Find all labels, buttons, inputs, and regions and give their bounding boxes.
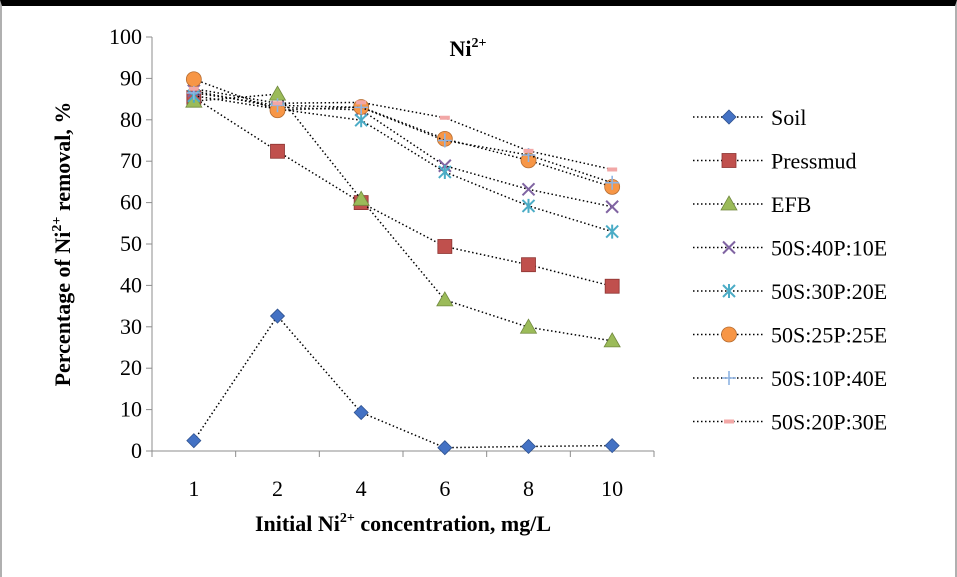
data-point bbox=[521, 182, 536, 197]
series-50s-10p-40e bbox=[186, 85, 620, 190]
legend-marker bbox=[721, 153, 737, 168]
data-point bbox=[437, 239, 453, 254]
series-50s-30p-20e bbox=[187, 88, 619, 239]
x-tick-label: 1 bbox=[188, 476, 199, 501]
plot-area bbox=[185, 71, 621, 456]
series-50s-25p-25e bbox=[185, 71, 621, 195]
data-point bbox=[352, 190, 370, 206]
y-tick-label: 10 bbox=[120, 397, 142, 422]
legend-item: 50S:30P:20E bbox=[693, 279, 887, 304]
data-point bbox=[272, 101, 283, 106]
legend-label: 50S:30P:20E bbox=[771, 279, 887, 304]
x-axis-label: Initial Ni2+ concentration, mg/L bbox=[255, 511, 551, 536]
series-pressmud bbox=[186, 90, 620, 294]
data-point bbox=[439, 115, 450, 120]
x-tick-label: 6 bbox=[439, 476, 450, 501]
y-axis-label: Percentage of Ni2+ removal, % bbox=[50, 102, 75, 387]
series-line bbox=[193, 92, 613, 184]
legend-marker bbox=[724, 419, 734, 424]
x-tick-label: 4 bbox=[356, 476, 367, 501]
legend-item: 50S:10P:40E bbox=[693, 366, 887, 391]
y-tick-label: 70 bbox=[120, 148, 142, 173]
x-tick-label: 10 bbox=[601, 476, 623, 501]
series-50s-40p-10e bbox=[187, 84, 619, 214]
y-tick-label: 60 bbox=[120, 190, 142, 215]
data-point bbox=[356, 100, 367, 105]
y-tick-label: 40 bbox=[120, 272, 142, 297]
data-point bbox=[521, 257, 536, 273]
legend-item: 50S:25P:25E bbox=[693, 323, 887, 348]
data-point bbox=[437, 440, 453, 456]
data-point bbox=[520, 438, 537, 455]
legend-item: Soil bbox=[693, 105, 806, 130]
legend-item: 50S:40P:10E bbox=[693, 236, 887, 261]
y-tick-label: 80 bbox=[120, 107, 142, 132]
data-point bbox=[605, 175, 620, 190]
data-point bbox=[603, 332, 621, 348]
x-axis-ticks: 1 2 4 6 8 10 bbox=[151, 451, 655, 501]
chart-title: Ni2+ bbox=[450, 36, 487, 61]
data-point bbox=[354, 113, 368, 128]
legend-marker bbox=[720, 195, 738, 211]
legend: Soil Pressmud EFB 50S:40P:10E 50S:30P:20E 50S… bbox=[693, 105, 887, 435]
legend-label: Soil bbox=[771, 105, 806, 130]
data-point bbox=[270, 98, 285, 113]
legend-label: 50S:25P:25E bbox=[771, 323, 887, 348]
data-point bbox=[268, 85, 287, 101]
series-line bbox=[193, 90, 613, 208]
series-line bbox=[193, 93, 613, 342]
series-line bbox=[193, 96, 613, 287]
y-tick-label: 20 bbox=[120, 355, 142, 380]
legend-label: 50S:20P:30E bbox=[771, 410, 887, 435]
series-line bbox=[193, 314, 613, 449]
y-tick-label: 30 bbox=[120, 314, 142, 339]
data-point bbox=[436, 291, 454, 307]
legend-label: EFB bbox=[771, 192, 811, 217]
y-tick-label: 0 bbox=[131, 438, 142, 463]
legend-label: Pressmud bbox=[771, 149, 857, 174]
data-point bbox=[604, 278, 620, 294]
data-point bbox=[605, 200, 619, 214]
data-point bbox=[521, 198, 536, 213]
data-point bbox=[604, 438, 620, 454]
series-soil bbox=[186, 308, 620, 456]
data-point bbox=[519, 318, 538, 334]
data-point bbox=[269, 308, 286, 324]
legend-label: 50S:10P:40E bbox=[771, 366, 887, 391]
data-point bbox=[353, 404, 369, 421]
y-tick-label: 90 bbox=[120, 65, 142, 90]
y-axis-ticks: 0 10 20 30 40 50 60 70 80 90 100 bbox=[109, 24, 152, 463]
data-point bbox=[270, 143, 285, 159]
data-point bbox=[605, 224, 619, 239]
data-point bbox=[186, 433, 202, 449]
series-line bbox=[193, 88, 613, 171]
x-tick-label: 8 bbox=[523, 476, 534, 501]
legend-item: Pressmud bbox=[693, 149, 857, 174]
legend-item: EFB bbox=[693, 192, 811, 217]
legend-marker bbox=[721, 326, 737, 343]
data-point bbox=[188, 86, 199, 91]
y-tick-label: 50 bbox=[120, 231, 142, 256]
legend-marker bbox=[721, 109, 737, 125]
series-line bbox=[193, 95, 613, 233]
legend-marker bbox=[722, 371, 736, 385]
series-50s-20p-30e bbox=[188, 86, 618, 172]
data-point bbox=[607, 167, 618, 172]
data-point bbox=[523, 148, 534, 153]
y-tick-label: 100 bbox=[109, 24, 142, 49]
legend-marker bbox=[722, 284, 736, 298]
data-point bbox=[437, 133, 452, 148]
legend-marker bbox=[722, 240, 736, 255]
data-point bbox=[185, 71, 202, 88]
data-point bbox=[438, 164, 452, 179]
series-efb bbox=[185, 85, 621, 348]
series-line bbox=[193, 78, 613, 188]
x-tick-label: 2 bbox=[272, 476, 283, 501]
legend-item: 50S:20P:30E bbox=[693, 410, 887, 435]
legend-label: 50S:40P:10E bbox=[771, 236, 887, 261]
